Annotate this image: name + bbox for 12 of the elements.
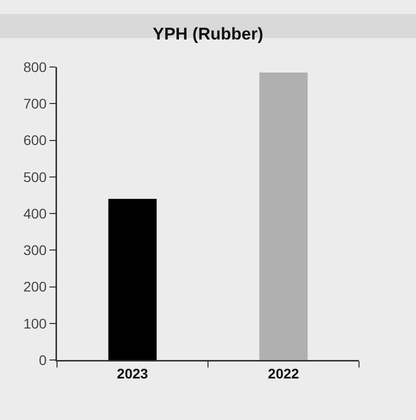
y-tick-label: 600 (23, 132, 47, 148)
y-tick-label: 700 (23, 96, 47, 112)
y-tick-label: 200 (23, 278, 47, 295)
x-tick-label: 2023 (116, 365, 148, 382)
y-tick-label: 800 (23, 58, 47, 75)
y-tick-label: 100 (23, 315, 47, 332)
y-tick-label: 400 (23, 205, 47, 222)
y-tick-label: 300 (23, 242, 47, 258)
x-tick-label: 2022 (268, 365, 300, 382)
y-tick-label: 500 (23, 168, 47, 185)
y-tick-label: 0 (38, 352, 47, 368)
chart-title: YPH (Rubber) (152, 24, 264, 44)
